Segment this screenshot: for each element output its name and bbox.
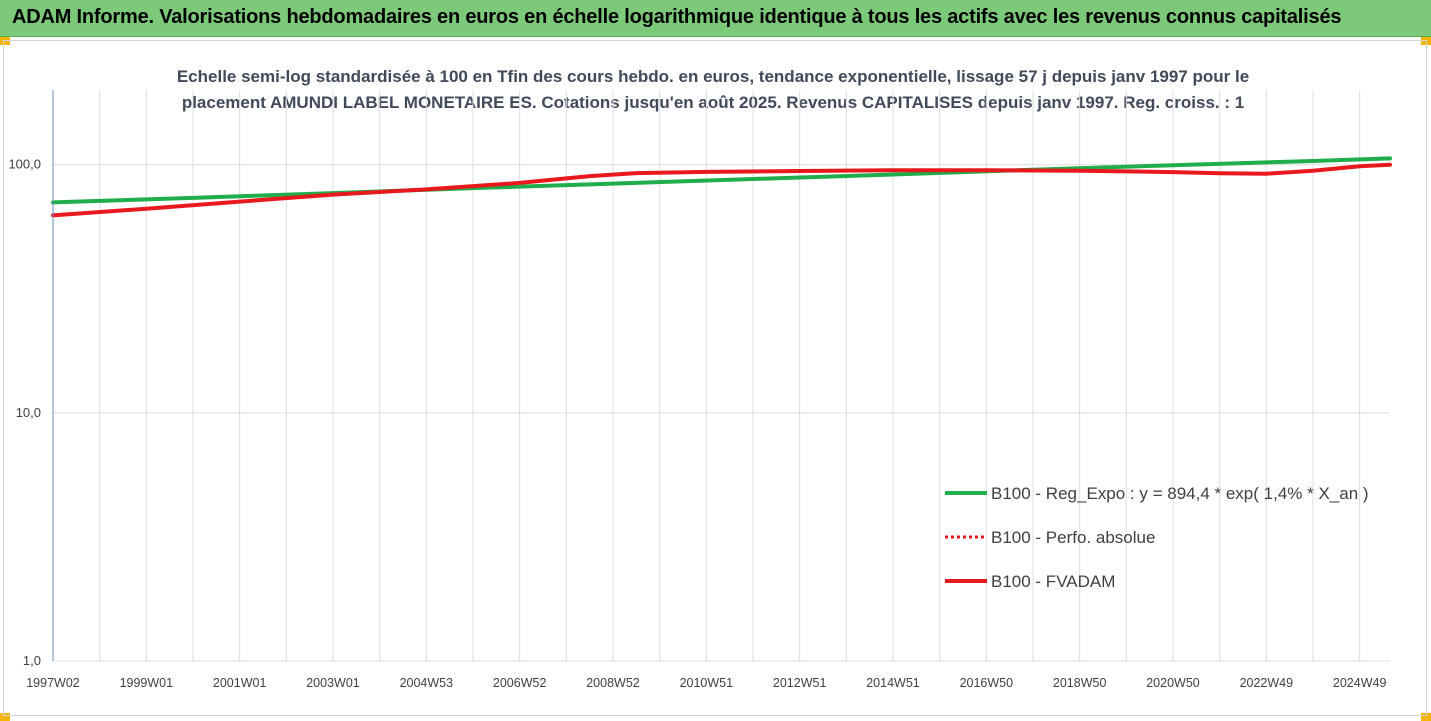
x-tick-label: 2008W52 (586, 676, 640, 690)
axes: 1,0 10,0 100,0 1997W02 1999W01 2001W01 2003W01… (8, 90, 1386, 690)
x-tick-label: 2012W51 (773, 676, 827, 690)
chart-subtitle-line-1: Echelle semi-log standardisée à 100 en T… (177, 67, 1249, 86)
x-tick-label: 2004W53 (400, 676, 454, 690)
plot-area (51, 156, 1392, 218)
y-tick-label: 100,0 (8, 157, 41, 172)
chart-frame (3, 40, 1427, 716)
x-tick-label: 2014W51 (866, 676, 920, 690)
legend-label: B100 - Perfo. absolue (991, 528, 1155, 547)
x-tick-label: 2022W49 (1240, 676, 1294, 690)
corner-marker-bottom-left (0, 713, 10, 721)
legend-label: B100 - FVADAM (991, 572, 1115, 591)
x-tick-label: 2010W51 (680, 676, 734, 690)
x-tick-label: 2003W01 (306, 676, 360, 690)
y-tick-label: 10,0 (16, 405, 41, 420)
x-tick-label: 1997W02 (26, 676, 80, 690)
banner: ADAM Informe. Valorisations hebdomadaire… (0, 0, 1431, 37)
chart-subtitle-line-2: placement AMUNDI LABEL MONETAIRE ES. Cot… (182, 93, 1244, 112)
legend[interactable]: B100 - Reg_Expo : y = 894,4 * exp( 1,4% … (945, 484, 1369, 591)
y-tick-label: 1,0 (23, 653, 41, 668)
legend-label: B100 - Reg_Expo : y = 894,4 * exp( 1,4% … (991, 484, 1369, 503)
x-tick-label: 2024W49 (1333, 676, 1387, 690)
x-tick-label: 2001W01 (213, 676, 267, 690)
x-tick-label: 2018W50 (1053, 676, 1107, 690)
corner-marker-bottom-right (1421, 713, 1431, 721)
x-tick-label: 2016W50 (960, 676, 1014, 690)
series-line-2 (51, 162, 1392, 218)
series-line-0 (51, 156, 1392, 205)
x-tick-label: 1999W01 (120, 676, 174, 690)
page-title: ADAM Informe. Valorisations hebdomadaire… (12, 6, 1342, 28)
grid (52, 90, 1390, 662)
x-tick-label: 2006W52 (493, 676, 547, 690)
x-tick-label: 2020W50 (1146, 676, 1200, 690)
corner-marker-top-left (0, 37, 10, 45)
